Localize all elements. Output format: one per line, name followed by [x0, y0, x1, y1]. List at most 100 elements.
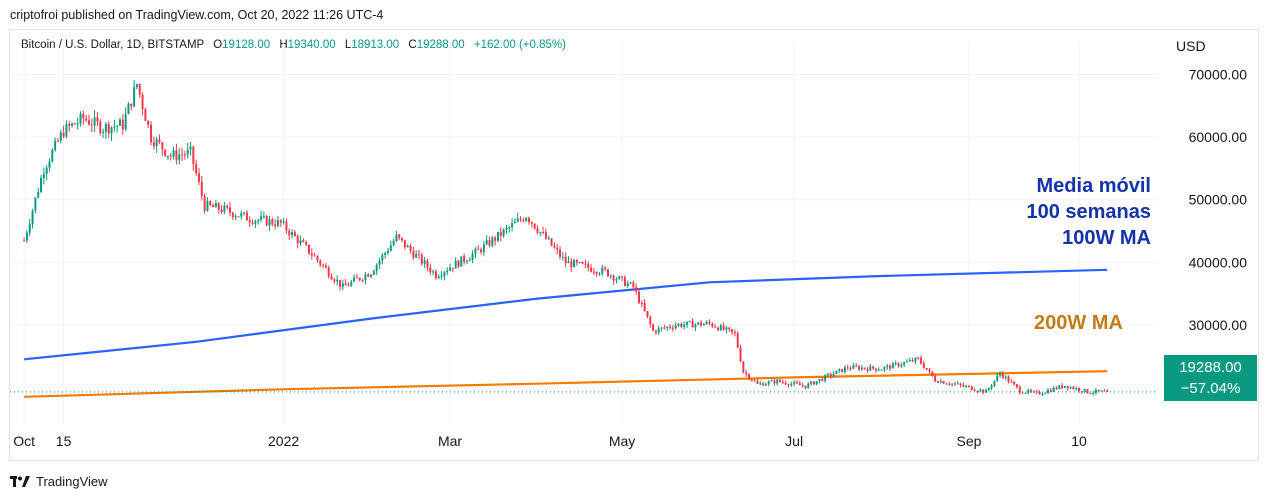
- footer-brand[interactable]: TradingView: [10, 474, 108, 489]
- candle-down: [937, 381, 939, 383]
- candle-down: [590, 267, 593, 272]
- candle-up: [508, 227, 511, 229]
- candle-up: [702, 323, 705, 326]
- candle-down: [587, 264, 590, 268]
- candle-down: [934, 376, 937, 382]
- candle-down: [544, 232, 547, 239]
- ma-line-200w-ma: [24, 370, 1108, 398]
- x-tick-label: 10: [1071, 433, 1087, 449]
- candle-up: [110, 127, 113, 134]
- candle-up: [615, 279, 618, 281]
- candle-up: [40, 177, 43, 192]
- candle-down: [739, 347, 742, 362]
- candle-up: [965, 385, 968, 387]
- candle-up: [372, 271, 375, 275]
- x-tick-label: Oct: [13, 433, 35, 449]
- candle-down: [144, 109, 147, 121]
- candle-up: [166, 155, 169, 157]
- candle-down: [1106, 390, 1109, 392]
- candle-up: [996, 375, 999, 381]
- candle-up: [350, 281, 353, 286]
- candle-down: [731, 329, 734, 332]
- candle-down: [477, 248, 480, 250]
- candle-up: [1100, 390, 1103, 392]
- candle-down: [324, 265, 327, 268]
- candle-down: [296, 236, 299, 244]
- x-tick-label: 15: [56, 433, 72, 449]
- candle-down: [245, 212, 248, 221]
- candle-up: [767, 381, 770, 385]
- candle-down: [948, 383, 951, 385]
- candle-up: [843, 367, 846, 372]
- candle-down: [736, 333, 739, 348]
- candle-down: [316, 256, 319, 261]
- candle-up: [815, 381, 818, 385]
- candle-up: [894, 363, 897, 365]
- candle-down: [302, 240, 305, 243]
- candle-down: [855, 365, 858, 367]
- candle-down: [550, 238, 553, 246]
- candle-down: [970, 386, 973, 391]
- candle-down: [271, 219, 274, 225]
- candle-down: [451, 267, 454, 269]
- candle-up: [1052, 387, 1055, 392]
- candle-up: [999, 373, 1002, 376]
- candle-up: [914, 357, 917, 362]
- candle-down: [863, 367, 866, 369]
- candle-up: [79, 113, 82, 124]
- candle-down: [556, 247, 559, 250]
- candle-up: [268, 219, 271, 226]
- candle-up: [677, 323, 680, 326]
- candle-down: [798, 383, 801, 386]
- candle-up: [370, 274, 373, 277]
- candle-down: [463, 256, 466, 262]
- candle-up: [254, 220, 257, 224]
- candle-up: [835, 370, 838, 375]
- symbol-name[interactable]: Bitcoin / U.S. Dollar, 1D, BITSTAMP: [21, 39, 204, 51]
- x-axis-ticks: Oct 15 2022 Mar May Jul Sep 10: [13, 433, 1087, 449]
- y-tick-label: 70000.00: [1189, 67, 1248, 83]
- candle-down: [229, 207, 231, 213]
- y-tick-label: 50000.00: [1189, 192, 1248, 208]
- candle-down: [330, 276, 333, 280]
- candle-down: [530, 222, 533, 224]
- open-value: 19128.00: [222, 39, 271, 51]
- candle-down: [638, 291, 640, 303]
- candle-up: [685, 321, 688, 325]
- candle-up: [443, 272, 446, 276]
- candle-up: [432, 271, 435, 273]
- candle-down: [733, 331, 736, 334]
- candle-down: [646, 311, 649, 317]
- candle-up: [1094, 389, 1097, 393]
- candle-up: [178, 154, 181, 160]
- candle-down: [293, 232, 296, 237]
- candle-down: [429, 267, 432, 273]
- candle-down: [285, 221, 288, 231]
- candle-down: [1061, 385, 1064, 388]
- candle-down: [310, 253, 313, 256]
- close-label: C: [408, 39, 417, 51]
- candle-up: [1083, 389, 1086, 393]
- candle-down: [846, 367, 849, 369]
- candle-up: [485, 240, 488, 245]
- candle-down: [398, 234, 401, 238]
- x-tick-label: Jul: [785, 433, 803, 449]
- candle-down: [141, 94, 144, 110]
- candle-up: [525, 218, 528, 222]
- candle-down: [418, 254, 420, 256]
- candle-down: [748, 374, 750, 380]
- candle-down: [426, 260, 429, 268]
- candle-up: [883, 367, 886, 370]
- candle-down: [265, 216, 268, 226]
- candle-down: [169, 155, 172, 157]
- candle-down: [570, 261, 573, 268]
- candle-down: [722, 325, 725, 330]
- last-price-value: 19288.00: [1179, 359, 1242, 376]
- y-axis-ticks: 30000.00 40000.00 50000.00 60000.00 70000.00: [1189, 67, 1248, 333]
- candle-up: [449, 267, 452, 271]
- candle-up: [725, 327, 728, 330]
- candle-up: [886, 365, 889, 368]
- candle-down: [781, 381, 784, 383]
- candle-down: [367, 274, 370, 277]
